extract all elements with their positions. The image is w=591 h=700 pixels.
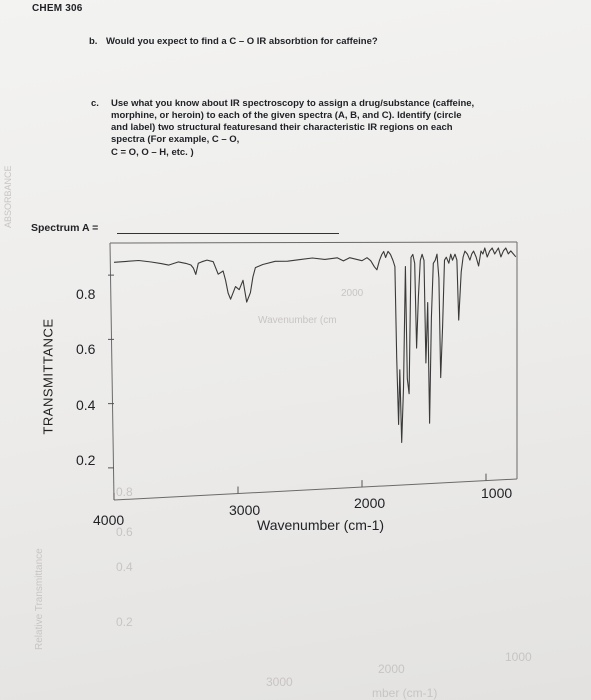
bleed-through-tick-06: 0.6: [116, 525, 133, 539]
question-b-text: Would you expect to find a C – O IR abso…: [106, 36, 378, 47]
question-c-line-1: Use what you know about IR spectroscopy …: [111, 98, 475, 109]
bleed-through-wavenumber: Wavenumber (cm: [258, 315, 337, 326]
y-tick-label: 0.6: [76, 341, 96, 357]
plot-frame: [109, 241, 518, 501]
spectrum-series-line: [113, 247, 517, 444]
question-c-line-5: C = O, O – H, etc. ): [111, 147, 194, 158]
bleed-through-2000: 2000: [341, 288, 364, 299]
y-tick-label: 0.4: [76, 397, 96, 413]
spectrum-label: Spectrum A =: [31, 222, 99, 234]
question-c-line-4: spectra (For example, C – O,: [111, 134, 240, 145]
bleed-through-tick-02: 0.2: [116, 615, 133, 629]
answer-blank-line[interactable]: [117, 233, 339, 234]
x-tick-marks: [113, 473, 487, 500]
x-tick-label: 3000: [229, 502, 261, 518]
x-axis-label: Wavenumber (cm-1): [257, 517, 385, 533]
course-header: CHEM 306: [32, 3, 83, 14]
y-tick-label: 0.8: [76, 286, 96, 302]
y-tick-marks: [108, 274, 114, 469]
x-tick-label: 2000: [354, 495, 386, 511]
question-c-line-3: and label) two structural featuresand th…: [111, 122, 453, 133]
question-c-line-2: morphine, or heroin) to each of the give…: [111, 110, 462, 121]
bleed-through-wavenumber-bottom: mber (cm-1): [372, 686, 438, 700]
bleed-through-3000: 3000: [266, 675, 293, 689]
bleed-through-tick-04: 0.4: [116, 560, 133, 574]
x-tick-label: 4000: [93, 512, 125, 528]
bleed-through-tick-08: 0.8: [116, 485, 133, 499]
y-tick-label: 0.2: [76, 452, 96, 468]
x-tick-label: 1000: [481, 485, 513, 501]
question-c-letter: c.: [91, 98, 99, 109]
bleed-through-2000-bottom: 2000: [378, 662, 405, 676]
question-b-letter: b.: [89, 36, 98, 47]
bleed-through-1000: 1000: [505, 650, 532, 664]
